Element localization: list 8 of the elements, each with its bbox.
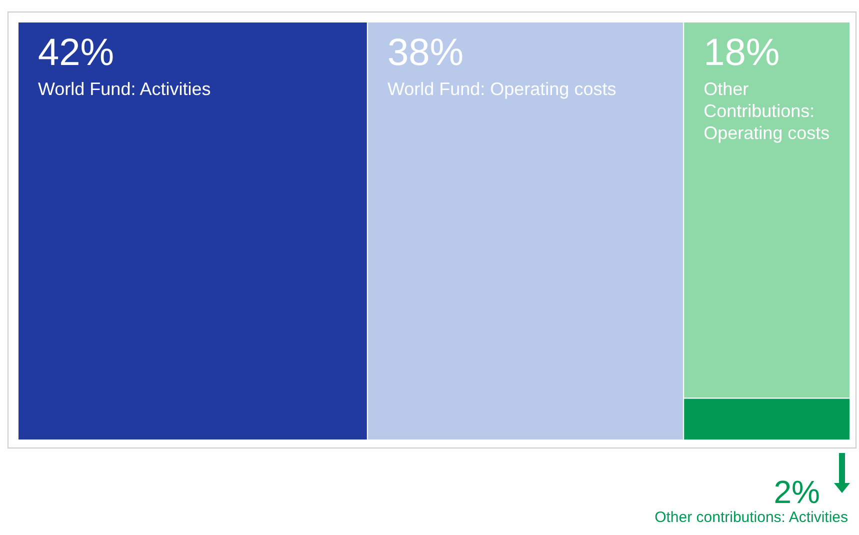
data-label: 38% — [387, 32, 464, 74]
data-label: 2% — [774, 474, 820, 510]
category-label: World Fund: Activities — [38, 79, 211, 99]
data-label: 18% — [704, 32, 780, 74]
category-label: Other Contributions: Operating costs — [704, 79, 830, 143]
category-label: Other contributions: Activities — [654, 509, 848, 526]
data-label: 42% — [38, 32, 114, 74]
category-label: World Fund: Operating costs — [387, 79, 616, 99]
